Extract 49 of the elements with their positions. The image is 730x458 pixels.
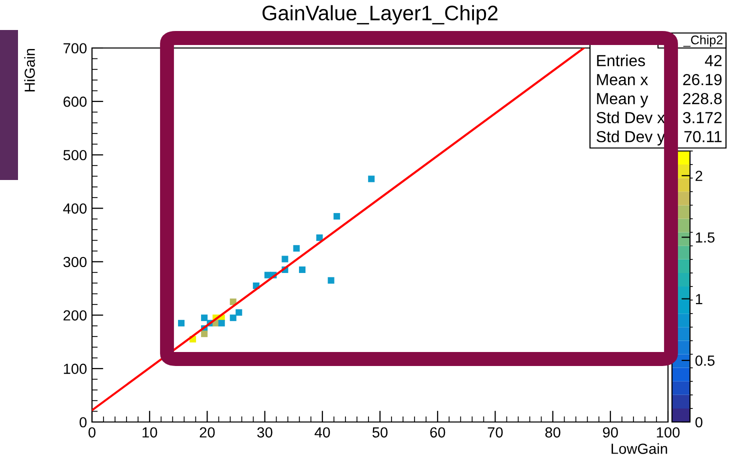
point <box>201 314 208 322</box>
x-axis-title: LowGain <box>612 443 668 454</box>
x-tick-label: 50 <box>372 427 388 438</box>
y-tick-label: 500 <box>63 150 87 160</box>
text: 70.11 <box>684 130 722 142</box>
point <box>316 234 323 241</box>
text: 26.19 <box>683 74 722 86</box>
x-tick-label: 0 <box>88 427 96 438</box>
x-tick-label: 80 <box>545 427 560 438</box>
point <box>334 213 340 220</box>
text: _Chip2 <box>683 35 722 47</box>
x-tick-label: 30 <box>257 427 272 438</box>
annotation: Mean x <box>597 74 648 86</box>
color-bar-label: 1.5 <box>696 232 715 243</box>
y-tick-label: 300 <box>63 256 87 268</box>
text: 3.172 <box>682 112 722 124</box>
point <box>178 320 185 326</box>
point <box>328 277 334 284</box>
point <box>236 309 242 316</box>
chart-title: GainValue_Layer1_Chip2 <box>262 5 498 25</box>
color-bar-label: 1 <box>696 294 702 304</box>
point <box>282 256 288 262</box>
color-bar-label: 0.5 <box>695 356 715 366</box>
point <box>293 245 300 252</box>
y-tick-label: 0 <box>80 417 87 428</box>
annotation: Mean y <box>597 93 648 108</box>
point <box>230 314 236 322</box>
point <box>298 266 306 273</box>
x-tick-label: 100 <box>656 427 680 438</box>
point <box>218 320 225 326</box>
point <box>368 176 375 182</box>
y-tick-label: 600 <box>64 96 87 107</box>
color-bar-label: 0 <box>695 417 702 428</box>
x-tick-label: 40 <box>314 427 330 438</box>
x-tick-label: 20 <box>200 427 215 438</box>
color-bar-label: 2 <box>696 170 702 181</box>
x-tick-label: 10 <box>142 427 158 438</box>
y-tick-label: 100 <box>64 364 87 374</box>
y-tick-label: 400 <box>63 203 87 214</box>
x-tick-label: 90 <box>602 427 618 438</box>
y-axis-title: HiGain <box>24 48 35 92</box>
y-tick-label: 700 <box>64 43 87 54</box>
y-tick-label: 200 <box>64 310 87 321</box>
x-tick-label: 70 <box>488 427 503 438</box>
annotation: Entries <box>597 54 645 66</box>
text: 42 <box>704 54 722 66</box>
text: 228.8 <box>683 92 722 104</box>
point <box>201 330 208 338</box>
x-tick-label: 60 <box>430 427 446 438</box>
